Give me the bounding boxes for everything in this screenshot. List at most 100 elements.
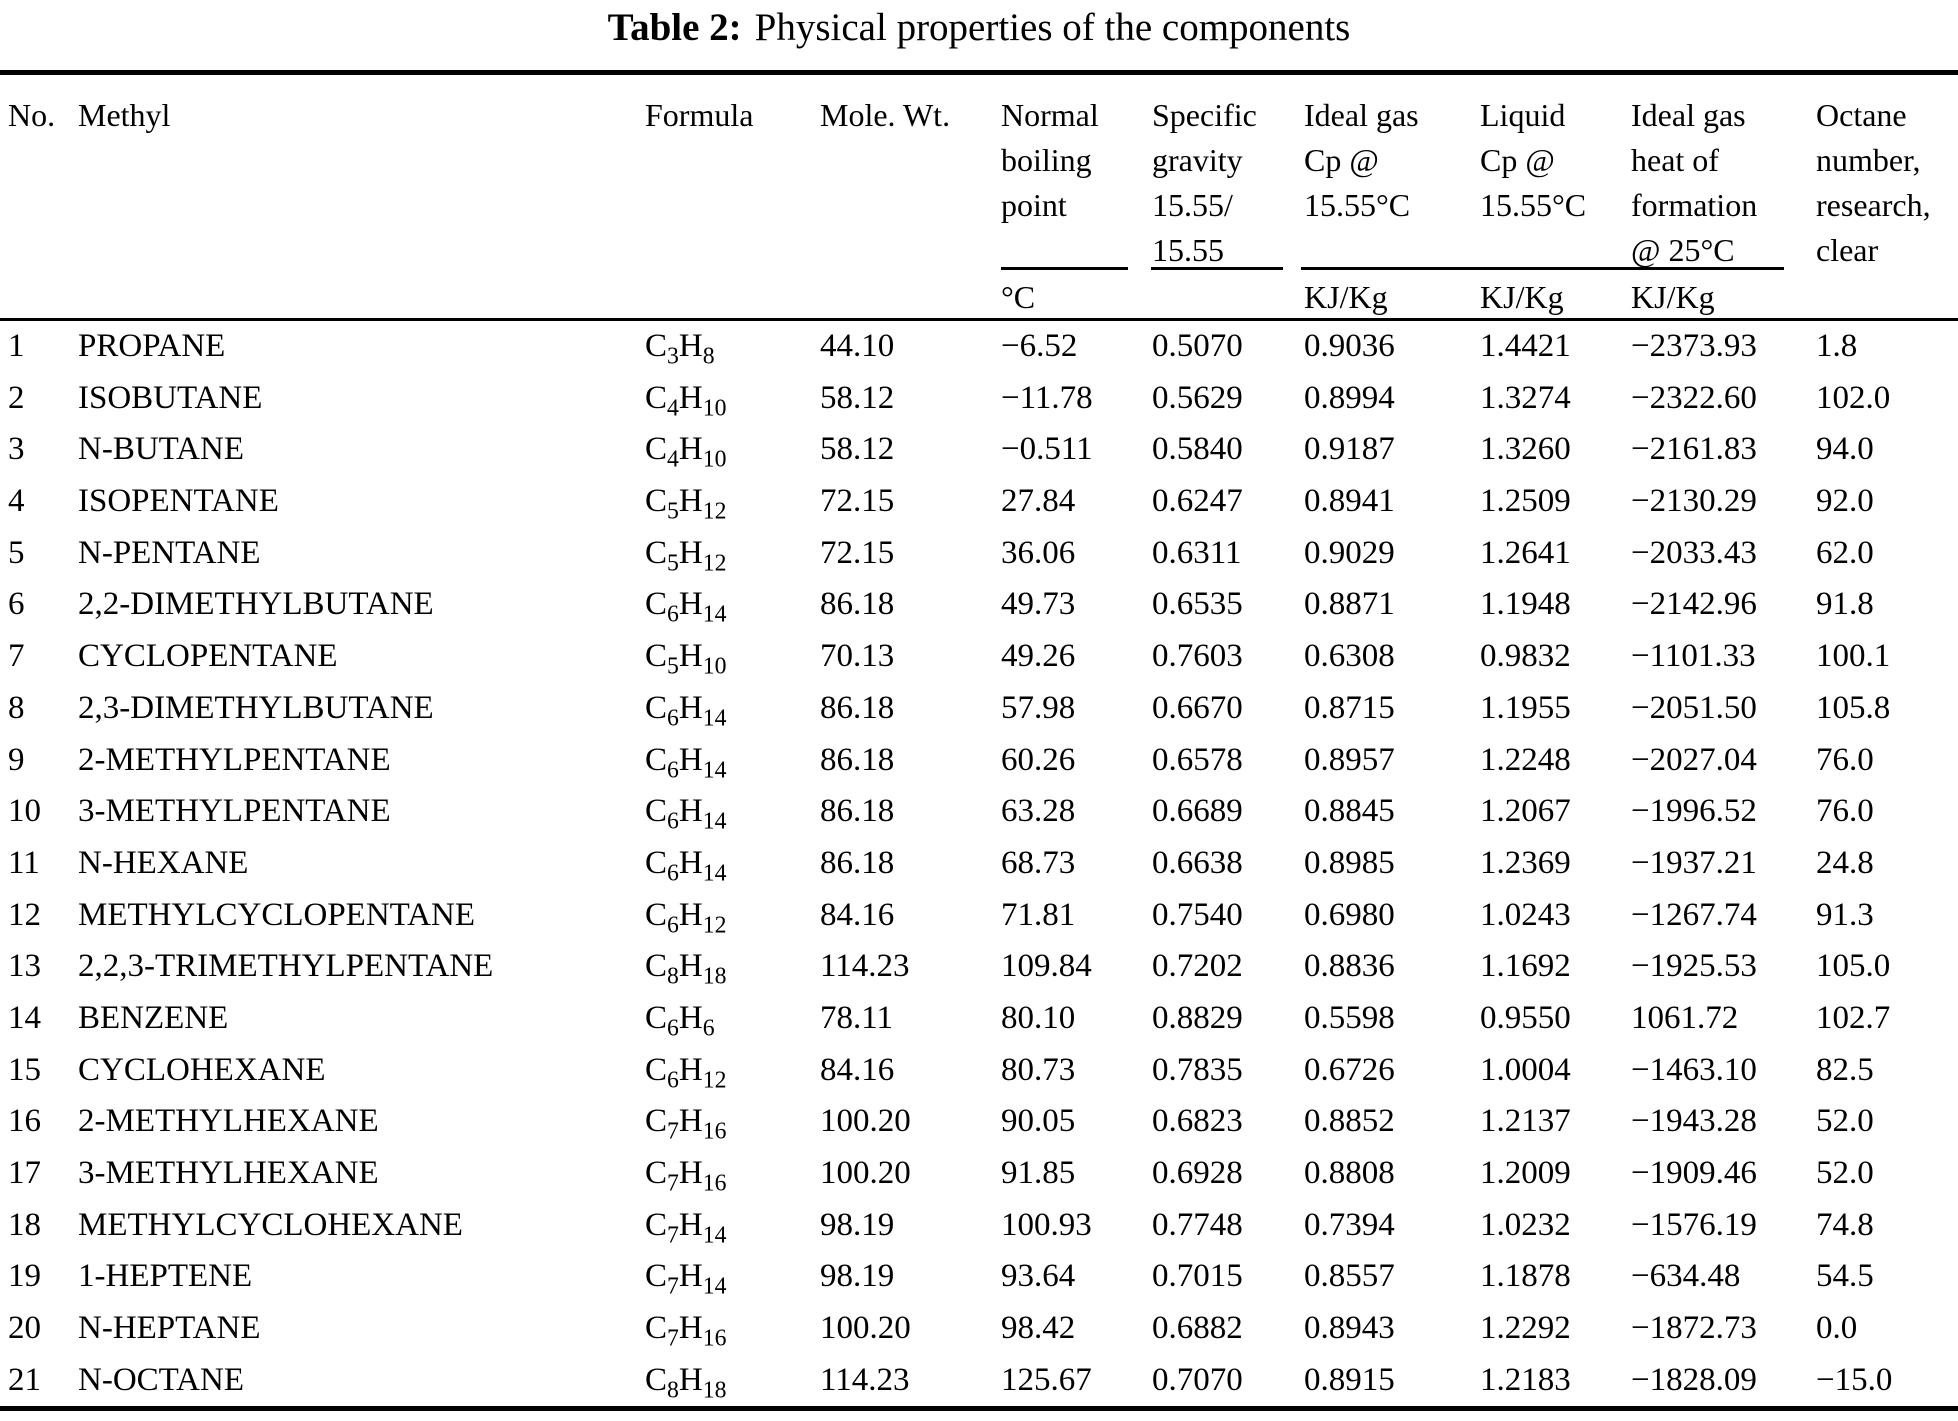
column-header-formula: Formula — [645, 97, 754, 133]
cell-no: 7 — [8, 638, 25, 675]
cell-name: 2-METHYLPENTANE — [78, 741, 391, 778]
cell-octane: 102.7 — [1816, 999, 1891, 1036]
cell-sg: 0.6535 — [1152, 586, 1243, 623]
cell-molewt: 86.18 — [820, 586, 895, 623]
cell-bp: 93.64 — [1001, 1258, 1076, 1295]
cell-hof: −1101.33 — [1631, 638, 1756, 675]
cell-hof: −1937.21 — [1631, 844, 1757, 881]
cell-hof: −1872.73 — [1631, 1310, 1757, 1347]
cell-hof: −1943.28 — [1631, 1103, 1757, 1140]
cell-formula: C8H18 — [645, 948, 727, 990]
cell-cp_liq: 1.2183 — [1480, 1361, 1571, 1398]
table-row: 14 BENZENE C6H6 78.11 80.10 0.8829 0.5598 0.955… — [0, 993, 1958, 1045]
cell-formula: C6H6 — [645, 999, 715, 1042]
cell-octane: 102.0 — [1816, 379, 1891, 416]
column-header-molewt: Mole. Wt. — [820, 97, 951, 133]
cell-sg: 0.6823 — [1152, 1103, 1243, 1140]
cell-molewt: 84.16 — [820, 1051, 895, 1088]
cell-cp_gas: 0.5598 — [1304, 999, 1395, 1036]
cell-sg: 0.7748 — [1152, 1206, 1243, 1243]
table-row: 7 CYCLOPENTANE C5H10 70.13 49.26 0.7603 0.6308… — [0, 631, 1958, 683]
cell-molewt: 114.23 — [820, 1361, 910, 1398]
cell-cp_gas: 0.8557 — [1304, 1258, 1395, 1295]
cell-cp_liq: 1.2509 — [1480, 483, 1571, 520]
cell-sg: 0.6638 — [1152, 844, 1243, 881]
cell-cp_gas: 0.8852 — [1304, 1103, 1395, 1140]
header-subrule-3 — [1301, 267, 1784, 270]
cell-cp_liq: 1.1955 — [1480, 689, 1571, 726]
column-header-cp_gas: Ideal gas Cp @15.55°C — [1304, 97, 1419, 223]
cell-no: 1 — [8, 328, 25, 364]
cell-no: 16 — [8, 1103, 41, 1140]
column-header-octane: Octane number, research, clear — [1816, 97, 1931, 268]
header-subrule-2 — [1151, 267, 1283, 270]
cell-cp_gas: 0.6726 — [1304, 1051, 1395, 1088]
cell-octane: 76.0 — [1816, 793, 1874, 830]
cell-bp: 109.84 — [1001, 948, 1092, 985]
cell-molewt: 100.20 — [820, 1310, 911, 1347]
cell-bp: 57.98 — [1001, 689, 1076, 726]
cell-bp: 80.10 — [1001, 999, 1076, 1036]
cell-hof: −2027.04 — [1631, 741, 1757, 778]
cell-cp_liq: 1.0004 — [1480, 1051, 1571, 1088]
cell-molewt: 98.19 — [820, 1258, 895, 1295]
cell-sg: 0.6247 — [1152, 483, 1243, 520]
cell-formula: C6H12 — [645, 896, 727, 939]
cell-bp: 100.93 — [1001, 1206, 1092, 1243]
cell-bp: −6.52 — [1001, 328, 1078, 364]
cell-sg: 0.5629 — [1152, 379, 1243, 416]
cell-sg: 0.6311 — [1152, 534, 1242, 571]
cell-hof: −634.48 — [1631, 1258, 1741, 1295]
cell-hof: −2161.83 — [1631, 431, 1757, 468]
cell-hof: −1576.19 — [1631, 1206, 1757, 1243]
cell-no: 9 — [8, 741, 25, 778]
cell-cp_gas: 0.6308 — [1304, 638, 1395, 675]
cell-cp_liq: 1.2009 — [1480, 1155, 1571, 1191]
cell-cp_liq: 1.2369 — [1480, 844, 1571, 881]
table-row: 18 METHYLCYCLOHEXANE C7H14 98.19 100.93 0.774… — [0, 1200, 1958, 1252]
cell-no: 14 — [8, 999, 41, 1036]
cell-cp_liq: 1.0243 — [1480, 896, 1571, 933]
cell-hof: −1828.09 — [1631, 1361, 1757, 1398]
cell-cp_gas: 0.9187 — [1304, 431, 1395, 468]
cell-molewt: 44.10 — [820, 328, 895, 364]
cell-cp_liq: 1.3260 — [1480, 431, 1571, 468]
cell-name: METHYLCYCLOPENTANE — [78, 896, 475, 933]
cell-bp: 60.26 — [1001, 741, 1076, 778]
cell-octane: 54.5 — [1816, 1258, 1874, 1295]
table-title-label: Table 2: — [607, 6, 742, 49]
cell-name: 3-METHYLHEXANE — [78, 1155, 379, 1191]
table-row: 8 2,3-DIMETHYLBUTANE C6H14 86.18 57.98 0.6670… — [0, 683, 1958, 735]
cell-bp: −0.511 — [1001, 431, 1093, 468]
column-header-name: Methyl — [78, 97, 171, 133]
table-row: 4 ISOPENTANE C5H12 72.15 27.84 0.6247 0.8941 1.… — [0, 476, 1958, 528]
cell-molewt: 58.12 — [820, 431, 895, 468]
cell-hof: −2033.43 — [1631, 534, 1757, 571]
cell-name: 2,2,3-TRIMETHYLPENTANE — [78, 948, 494, 985]
table-row: 11 N-HEXANE C6H14 86.18 68.73 0.6638 0.8985 1.2… — [0, 838, 1958, 890]
cell-formula: C5H12 — [645, 483, 727, 525]
cell-name: 2,3-DIMETHYLBUTANE — [78, 689, 434, 726]
cell-formula: C4H10 — [645, 431, 727, 473]
cell-cp_gas: 0.6980 — [1304, 896, 1395, 933]
cell-formula: C6H14 — [645, 793, 727, 835]
table-row: 13 2,2,3-TRIMETHYLPENTANE C8H18 114.23 109.8… — [0, 941, 1958, 993]
cell-name: PROPANE — [78, 328, 226, 364]
cell-cp_liq: 1.2641 — [1480, 534, 1571, 571]
table-row: 1 PROPANE C3H8 44.10 −6.52 0.5070 0.9036 1.4421… — [0, 321, 1958, 373]
cell-bp: 68.73 — [1001, 844, 1076, 881]
cell-sg: 0.5840 — [1152, 431, 1243, 468]
cell-octane: 52.0 — [1816, 1103, 1874, 1140]
column-header-sg: Specific gravity 15.55/15.55 — [1152, 97, 1257, 268]
cell-no: 21 — [8, 1361, 41, 1398]
table-header: No. Methyl Formula Mole. Wt. Normal boiling po… — [0, 75, 1958, 321]
cell-no: 18 — [8, 1206, 41, 1243]
cell-bp: 63.28 — [1001, 793, 1076, 830]
cell-cp_gas: 0.8943 — [1304, 1310, 1395, 1347]
cell-octane: 74.8 — [1816, 1206, 1874, 1243]
table-row: 15 CYCLOHEXANE C6H12 84.16 80.73 0.7835 0.6726… — [0, 1045, 1958, 1097]
cell-no: 3 — [8, 431, 25, 468]
cell-sg: 0.7835 — [1152, 1051, 1243, 1088]
cell-formula: C7H14 — [645, 1258, 727, 1300]
